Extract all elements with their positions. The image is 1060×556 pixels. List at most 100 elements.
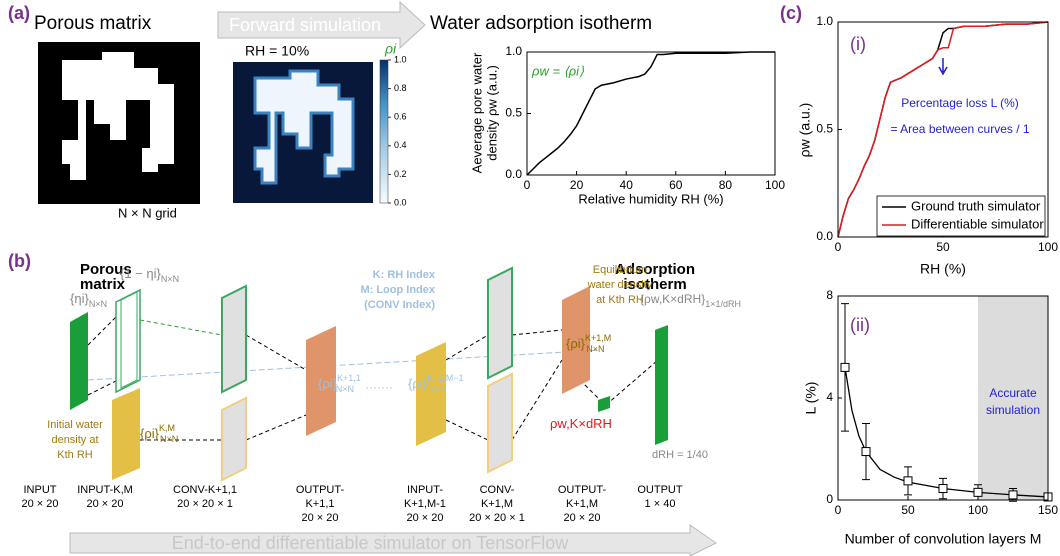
index-label: M: Loop Index: [360, 284, 435, 296]
annotation: Percentage loss L (%): [901, 96, 1019, 110]
formula-sub: 1×1/dRH: [705, 299, 741, 309]
stage-label: 20 × 20: [21, 498, 58, 510]
formula-base: {ρw,K×dRH}: [640, 292, 705, 306]
stage-label: CONV-K+1,1: [173, 484, 237, 496]
stage-label: OUTPUT-: [296, 484, 345, 496]
y-axis-label: ρw (a.u.): [797, 103, 813, 158]
annotation: = Area between curves / 1: [890, 122, 1029, 136]
panel-label: (b): [8, 251, 31, 271]
x-tick-label: 100: [1038, 240, 1058, 254]
stage-label: 20 × 20: [86, 498, 123, 510]
colorbar-tick-label: 0.0: [394, 197, 407, 207]
formula-sup: K+1,M: [585, 333, 611, 343]
formula-base: {ρi}: [566, 336, 586, 351]
index-label: (CONV Index): [364, 299, 435, 311]
formula-sub: N×N: [586, 344, 604, 354]
y-tick-label: 0.5: [816, 122, 833, 136]
legend-label: Differentiable simulator: [911, 216, 1044, 231]
x-tick-label: 0: [524, 178, 531, 192]
colorbar-tick-label: 0.6: [394, 112, 407, 122]
formula-base: {ρi}: [408, 376, 428, 391]
marker: [862, 448, 870, 456]
colorbar-tick-label: 0.4: [394, 140, 407, 150]
stage-label: 1 × 40: [645, 498, 676, 510]
porous-title: matrix: [80, 276, 126, 293]
panel-sublabel: (ii): [850, 315, 870, 335]
stage-label: K+1,M-1: [404, 498, 446, 510]
x-tick-label: 0: [835, 503, 842, 517]
formula-sup: K,M: [159, 423, 175, 433]
stage-label: 20 × 20 × 1: [469, 512, 525, 524]
figure: (a) (b) (c) Porous matrix N × N grid For…: [0, 0, 1060, 556]
formula: {1 − ηi}N×N: [120, 266, 179, 284]
stage-label: CONV-: [480, 484, 515, 496]
equilibrium-label: water density: [587, 279, 653, 291]
formula-sub: N×N: [336, 384, 354, 394]
formula-sub: N×N: [161, 274, 179, 284]
x-tick-label: 50: [901, 503, 915, 517]
stage-label: OUTPUT: [637, 484, 683, 496]
bottom-arrow-text: End-to-end differentiable simulator on T…: [172, 533, 570, 553]
x-tick-label: 40: [620, 178, 634, 192]
x-axis-label: Relative humidity RH (%): [578, 191, 723, 206]
shade-label: Accurate: [989, 386, 1037, 400]
ellipsis: ·······: [365, 380, 393, 394]
colorbar-tick-label: 1.0: [394, 54, 407, 64]
marker: [904, 477, 912, 485]
formula-base: {ρi}: [318, 376, 338, 391]
y-tick-label: 1.0: [505, 44, 522, 58]
formula-sub: N×N: [89, 299, 107, 309]
formula-sup: K+1,M−1: [427, 373, 464, 383]
marker: [841, 363, 849, 371]
x-axis-label: Number of convolution layers M: [845, 531, 1042, 547]
x-tick-label: 150: [1038, 503, 1058, 517]
stage-label: OUTPUT-: [558, 484, 607, 496]
y-tick-label: 0.0: [505, 167, 522, 181]
y-tick-label: 1.0: [816, 14, 833, 28]
panel-label: (c): [780, 3, 802, 23]
colorbar-tick-label: 0.2: [394, 169, 407, 179]
y-axis-label: L (%): [803, 382, 819, 415]
y-axis-label: Aeverage pore water: [469, 52, 484, 173]
annotation-arrow: [939, 58, 947, 74]
drh-label: dRH = 1/40: [652, 449, 708, 461]
formula-sub: N×N: [160, 434, 178, 444]
panel-label: (a): [8, 3, 30, 23]
equilibrium-label: at Kth RH: [596, 294, 644, 306]
stage-label: K+1,1: [305, 498, 334, 510]
stage-label: INPUT-: [407, 484, 443, 496]
forward-arrow-text: Forward simulation: [229, 15, 381, 35]
grid-label: N × N grid: [118, 205, 177, 220]
x-axis-label: RH (%): [920, 261, 966, 277]
legend-label: Ground truth simulator: [911, 198, 1041, 213]
colorbar-tick-label: 0.8: [394, 83, 407, 93]
density-image: [233, 62, 373, 203]
stage-label: INPUT-K,M: [77, 484, 133, 496]
formula: ρw,K×dRH: [550, 416, 612, 431]
stage-label: K+1,M: [566, 498, 598, 510]
y-tick-label: 0.5: [505, 106, 522, 120]
stage-label: 20 × 20: [406, 512, 443, 524]
x-tick-label: 100: [968, 503, 988, 517]
shade-label: simulation: [986, 403, 1040, 417]
marker: [939, 485, 947, 493]
formula-base: {ρi}: [140, 426, 160, 441]
formula-sup: K+1,1: [337, 373, 361, 383]
annotation: ρw = ⟨ρi⟩: [531, 63, 584, 78]
formula-base: ρw,K×dRH: [550, 416, 612, 431]
porous-image: [38, 42, 200, 204]
marker: [974, 488, 982, 496]
rh-label: RH = 10%: [245, 43, 309, 59]
x-tick-label: 0: [835, 240, 842, 254]
formula-base: {1 − ηi}: [120, 266, 162, 281]
formula: {ηi}N×N: [70, 291, 107, 309]
formula-base: {ηi}: [70, 291, 89, 306]
x-tick-label: 80: [719, 178, 733, 192]
formula-sub: N×N: [429, 384, 447, 394]
chart-title: Water adsorption isotherm: [430, 13, 652, 34]
stage-label: K+1,M: [481, 498, 513, 510]
initial-label: Initial water: [47, 419, 103, 431]
